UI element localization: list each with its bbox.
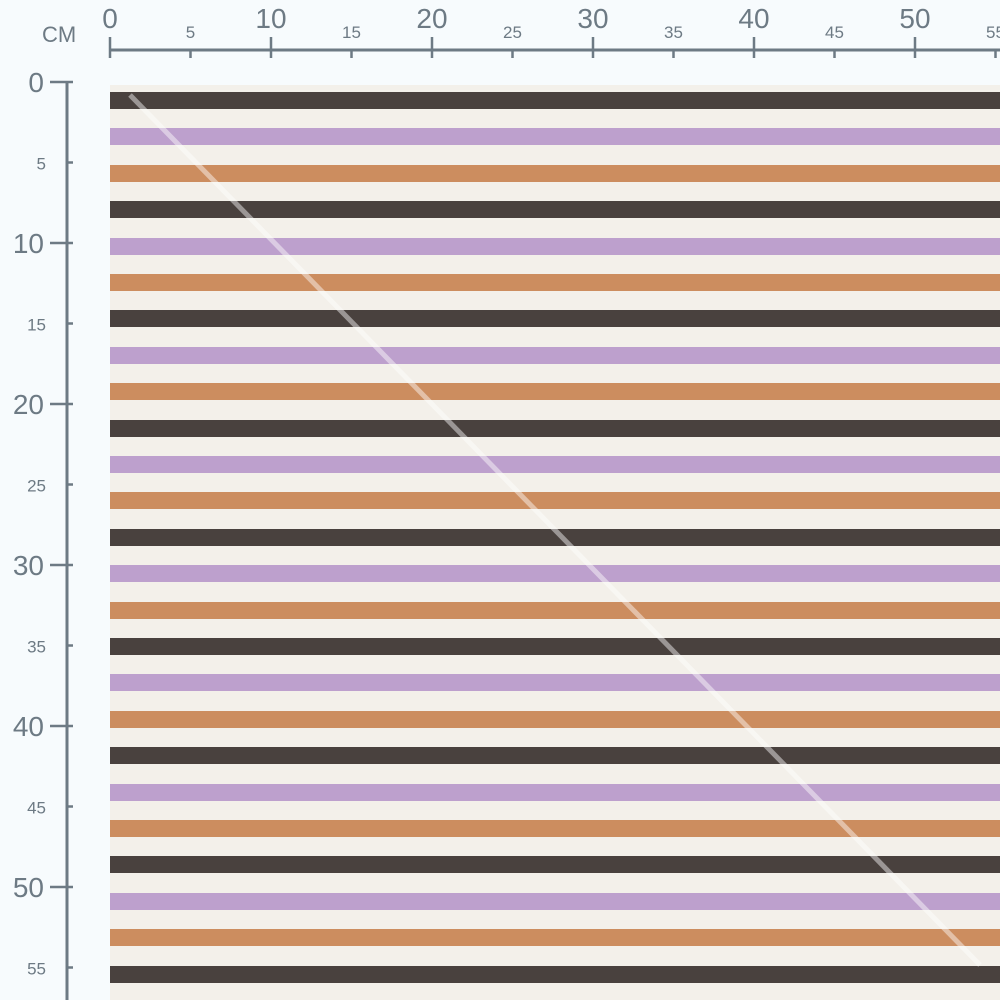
ruler-tick-label: 15	[342, 23, 361, 42]
ruler-tick-label: 15	[27, 316, 46, 335]
ruler-tick-label: 55	[986, 23, 1000, 42]
ruler-tick-label: 5	[186, 23, 195, 42]
stripe-lilac	[110, 237, 1000, 255]
ruler-tick-label: 10	[255, 3, 286, 34]
ruler-tick-label: 35	[27, 638, 46, 657]
ruler-tick-label: 35	[664, 23, 683, 42]
stripe-lilac	[110, 346, 1000, 364]
stripe-dark-brown	[110, 638, 1000, 655]
stripe-lilac	[110, 674, 1000, 692]
ruler-tick-label: 40	[13, 711, 44, 742]
stripe-dark-brown	[110, 856, 1000, 874]
stripe-orange	[110, 601, 1000, 619]
ruler-tick-label: 50	[13, 872, 44, 903]
stripe-orange	[110, 492, 1000, 510]
ruler-tick-label: 40	[738, 3, 769, 34]
ruler-unit-label: CM	[42, 22, 77, 47]
stripe-lilac	[110, 783, 1000, 801]
ruler-tick-label: 5	[37, 155, 46, 174]
stripe-orange	[110, 929, 1000, 947]
ruler-tick-label: 20	[13, 389, 44, 420]
stripe-lilac	[110, 892, 1000, 910]
ruler-tick-label: 45	[27, 799, 46, 818]
stripe-lilac	[110, 128, 1000, 146]
stripe-dark-brown	[110, 419, 1000, 437]
stripe-orange	[110, 820, 1000, 837]
stripe-orange	[110, 383, 1000, 401]
stripe-lilac	[110, 456, 1000, 473]
ruler-tick-label: 0	[102, 3, 118, 34]
fold-crease-line	[128, 93, 982, 967]
ruler-tick-label: 25	[27, 477, 46, 496]
stripe-dark-brown	[110, 747, 1000, 765]
stripe-lilac	[110, 565, 1000, 583]
ruler-tick-label: 20	[416, 3, 447, 34]
stripe-dark-brown	[110, 965, 1000, 983]
ruler-tick-label: 30	[13, 550, 44, 581]
stripe-dark-brown	[110, 310, 1000, 328]
stripe-dark-brown	[110, 528, 1000, 546]
ruler-tick-label: 25	[503, 23, 522, 42]
ruler-tick-label: 10	[13, 228, 44, 259]
fabric-preview	[110, 85, 1000, 1000]
stripe-orange	[110, 164, 1000, 182]
ruler-tick-label: 50	[899, 3, 930, 34]
ruler-tick-label: 55	[27, 960, 46, 979]
ruler-tick-label: 0	[28, 67, 44, 98]
stripe-orange	[110, 274, 1000, 291]
stripe-dark-brown	[110, 92, 1000, 109]
stripe-dark-brown	[110, 201, 1000, 219]
ruler-tick-label: 30	[577, 3, 608, 34]
vertical-ruler: 0 5 10 15 20 25 30 35 40 45 50 55	[13, 67, 73, 1000]
stripe-orange	[110, 710, 1000, 728]
ruler-tick-label: 45	[825, 23, 844, 42]
horizontal-ruler: 0 5 10 15 20 25 30 35 40 45 50 55	[102, 3, 1000, 58]
